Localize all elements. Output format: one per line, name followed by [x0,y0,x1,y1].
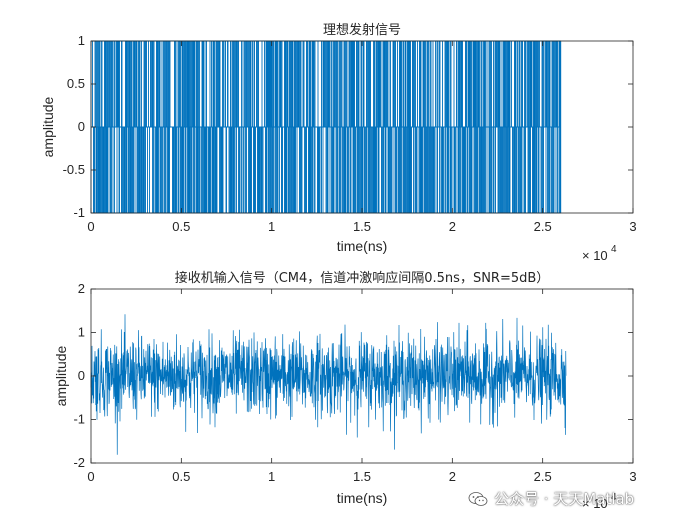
plot2-signal-line [90,314,567,455]
x-tick-label: 2.5 [534,469,552,484]
plot2-x-exponent-base: × 10 [582,496,608,511]
plot1-xlabel: time(ns) [337,238,388,254]
plot1-x-exponent: 4 [611,244,617,255]
x-tick-label: 2.5 [534,219,552,234]
y-tick-label: 0 [78,368,85,383]
y-tick-label: -2 [73,455,85,470]
y-tick-label: -1 [73,412,85,427]
y-tick-label: 0 [78,119,85,134]
y-tick-label: 1 [78,325,85,340]
plot2-xlabel: time(ns) [337,490,388,506]
plot1-signal-line [90,40,562,214]
x-tick-label: 1.5 [353,219,371,234]
subplot-transmit: 0 0.5 1 1.5 2 2.5 3 -1 -0.5 0 0.5 1 理想发射信号 time(ns)… [40,22,637,263]
y-tick-label: -0.5 [63,162,85,177]
wechat-icon [468,491,488,506]
plot2-ylabel: amplitude [53,345,69,406]
plot2-signal [90,314,567,455]
plot2-title: 接收机输入信号（CM4，信道冲激响应间隔0.5ns，SNR=5dB） [175,270,550,286]
plot1-ticks: 0 0.5 1 1.5 2 2.5 3 -1 -0.5 0 0.5 1 [63,33,637,234]
plot1-title: 理想发射信号 [323,22,401,38]
x-tick-label: 0.5 [172,469,190,484]
x-tick-label: 1 [268,469,275,484]
x-tick-label: 0 [87,219,94,234]
plot2-x-exponent: 4 [611,492,617,503]
watermark: 公众号 · 天天Matlab [468,488,634,509]
x-tick-label: 2 [449,469,456,484]
x-tick-label: 1 [268,219,275,234]
x-tick-label: 0.5 [172,219,190,234]
x-tick-label: 2 [449,219,456,234]
plot1-signal [90,40,562,214]
y-tick-label: 0.5 [67,76,85,91]
x-tick-label: 0 [87,469,94,484]
subplot-receive: 0 0.5 1 1.5 2 2.5 3 -2 -1 0 1 2 接收机输入信号（CM4，信道冲激响应间… [53,270,637,511]
x-tick-label: 3 [629,469,636,484]
plot1-ylabel: amplitude [40,96,56,157]
plot1-x-exponent-base: × 10 [582,248,608,263]
y-tick-label: -1 [73,205,85,220]
x-tick-label: 1.5 [353,469,371,484]
watermark-text: 公众号 · 天天Matlab [494,490,635,508]
y-tick-label: 2 [78,281,85,296]
x-tick-label: 3 [629,219,636,234]
plot2-ticks: 0 0.5 1 1.5 2 2.5 3 -2 -1 0 1 2 [73,281,636,484]
y-tick-label: 1 [78,33,85,48]
